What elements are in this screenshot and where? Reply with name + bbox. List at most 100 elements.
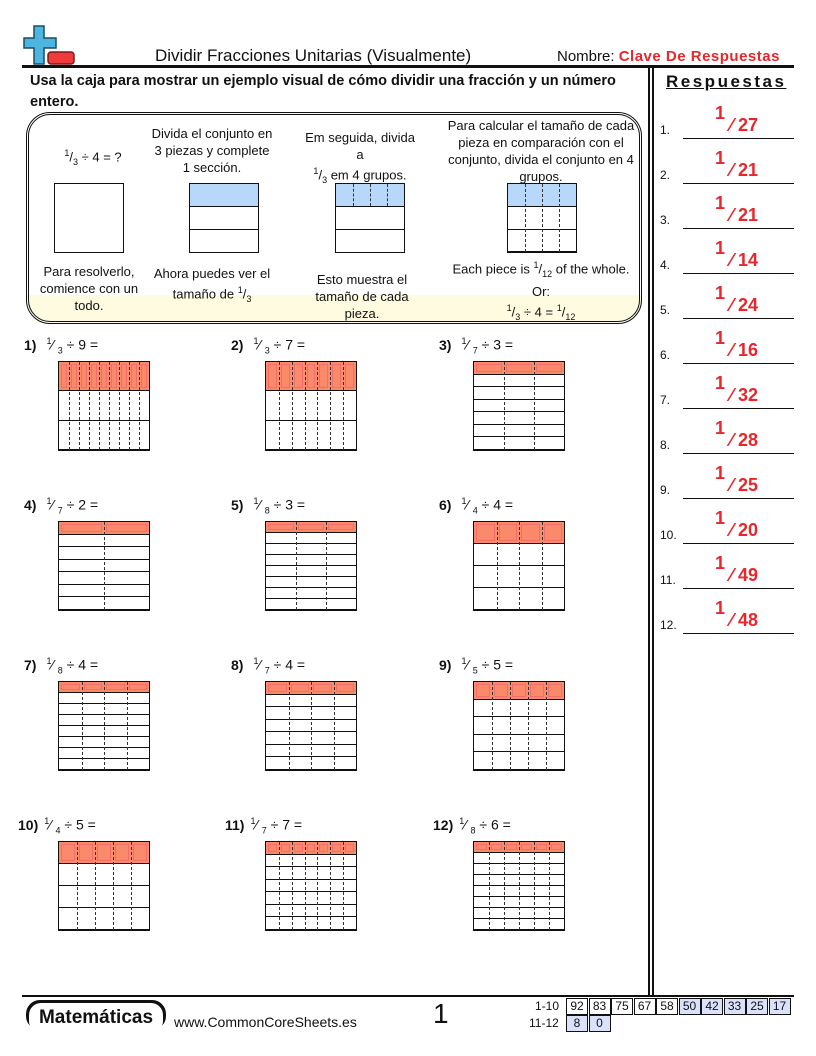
- problem-label: 5) 1⁄ 8 ÷ 3 =: [231, 496, 306, 516]
- fraction-grid: [58, 681, 150, 771]
- column-divider-dotted: [304, 362, 306, 450]
- answer-value: 1 ⁄ 16: [715, 328, 759, 360]
- shaded-cell: [491, 844, 502, 850]
- column-divider-dotted: [489, 842, 490, 930]
- problem-label: 4) 1⁄ 7 ÷ 2 =: [24, 496, 99, 516]
- score-cell: 0: [588, 1015, 611, 1032]
- column-divider-dotted: [68, 362, 70, 450]
- fraction-grid: [58, 841, 150, 931]
- grid-row: [474, 425, 564, 438]
- shaded-cell: [548, 684, 562, 697]
- column-divider-dotted: [534, 842, 535, 930]
- shaded-cell: [332, 844, 342, 852]
- shaded-cell: [306, 364, 316, 389]
- shaded-cell: [506, 844, 517, 850]
- shaded-cell: [536, 844, 547, 850]
- shaded-cell: [280, 844, 290, 852]
- shaded-cell: [476, 364, 502, 372]
- column-divider-dotted: [278, 842, 280, 930]
- grid-row: [266, 917, 356, 930]
- example-step4-top: Para calcular el tamaño de cada pieza en…: [447, 118, 635, 184]
- answers-title: Respuestas: [666, 72, 787, 91]
- shaded-cell: [106, 684, 125, 690]
- column-divider-dotted: [98, 362, 100, 450]
- shaded-row: [59, 842, 149, 864]
- brand-logo: Matemáticas: [26, 1000, 166, 1033]
- column-divider: [648, 68, 654, 995]
- shaded-row: [266, 362, 356, 392]
- grid-row: [266, 855, 356, 868]
- shaded-cell: [141, 364, 147, 389]
- shaded-cell: [101, 364, 107, 389]
- grid-row: [266, 566, 356, 577]
- answer-number: 5.: [660, 303, 671, 317]
- example-grid-split: [335, 183, 405, 253]
- shaded-row: [474, 682, 564, 700]
- column-divider-dotted: [278, 362, 280, 450]
- column-divider-dotted: [78, 362, 80, 450]
- column-divider-dotted: [95, 842, 96, 930]
- answer-item: 2. 1 ⁄ 21: [660, 144, 794, 184]
- name-value: Clave De Respuestas: [618, 48, 780, 65]
- shaded-cell: [79, 844, 93, 861]
- column-divider-dotted: [330, 842, 332, 930]
- instructions: Usa la caja para mostrar un ejemplo visu…: [30, 73, 616, 110]
- grid-row: [266, 421, 356, 450]
- example-step4-bottom: Each piece is 1/12 of the whole. Or: 1/3 ÷…: [452, 260, 630, 322]
- grid-row: [474, 412, 564, 425]
- column-divider-dotted: [546, 682, 547, 770]
- shaded-cell: [61, 844, 75, 861]
- grid-row: [474, 400, 564, 413]
- name-label: Nombre:: [557, 48, 615, 65]
- shaded-cell: [290, 684, 309, 692]
- column-divider-dotted: [317, 842, 319, 930]
- answer-number: 3.: [660, 213, 671, 227]
- column-divider-dotted: [496, 522, 498, 610]
- grid-row: [266, 391, 356, 421]
- problem-label: 3) 1⁄ 7 ÷ 3 =: [439, 336, 514, 356]
- answer-number: 4.: [660, 258, 671, 272]
- grid-row: [59, 864, 149, 886]
- column-divider-dotted: [113, 842, 114, 930]
- shaded-cell: [131, 364, 137, 389]
- column-divider-dotted: [89, 362, 90, 450]
- shaded-cell: [298, 524, 324, 530]
- column-divider-dotted: [541, 522, 543, 610]
- column-divider-dotted: [119, 362, 120, 450]
- score-cell: 17: [768, 998, 791, 1015]
- problem-label: 7) 1⁄ 8 ÷ 4 =: [24, 656, 99, 676]
- column-divider-dotted: [534, 362, 535, 450]
- shaded-row: [266, 842, 356, 855]
- problem-label: 9) 1⁄ 5 ÷ 5 =: [439, 656, 514, 676]
- shaded-cell: [128, 684, 147, 690]
- answer-number: 9.: [660, 483, 671, 497]
- score-range-label: 1-10: [535, 999, 560, 1013]
- column-divider-dotted: [326, 522, 327, 610]
- shaded-cell: [268, 364, 277, 389]
- shaded-cell: [328, 524, 354, 530]
- answer-item: 8. 1 ⁄ 28: [660, 414, 794, 454]
- shaded-cell: [97, 844, 111, 861]
- shaded-cell: [345, 844, 354, 852]
- name-field: Nombre: Clave De Respuestas: [557, 48, 780, 65]
- score-cell: 8: [566, 1015, 588, 1032]
- example-grid-whole: [54, 183, 124, 253]
- grid-row: [474, 387, 564, 400]
- shaded-cell: [71, 364, 77, 389]
- score-cell: 33: [723, 998, 746, 1015]
- grid-row: [266, 905, 356, 918]
- shaded-cell: [345, 364, 354, 389]
- header-divider: [22, 65, 794, 68]
- grid-row: [266, 588, 356, 599]
- problem-label: 11) 1⁄ 7 ÷ 7 =: [225, 816, 303, 836]
- shaded-cell: [313, 684, 332, 692]
- answer-value: 1 ⁄ 25: [715, 463, 759, 495]
- column-divider-dotted: [138, 362, 140, 450]
- problem-label: 10) 1⁄ 4 ÷ 5 =: [18, 816, 96, 836]
- fraction-grid: [473, 681, 565, 771]
- grid-row: [266, 544, 356, 555]
- answer-value: 1 ⁄ 27: [715, 103, 759, 135]
- grid-row: [474, 752, 564, 770]
- grid-row: [59, 391, 149, 421]
- shaded-cell: [61, 364, 67, 389]
